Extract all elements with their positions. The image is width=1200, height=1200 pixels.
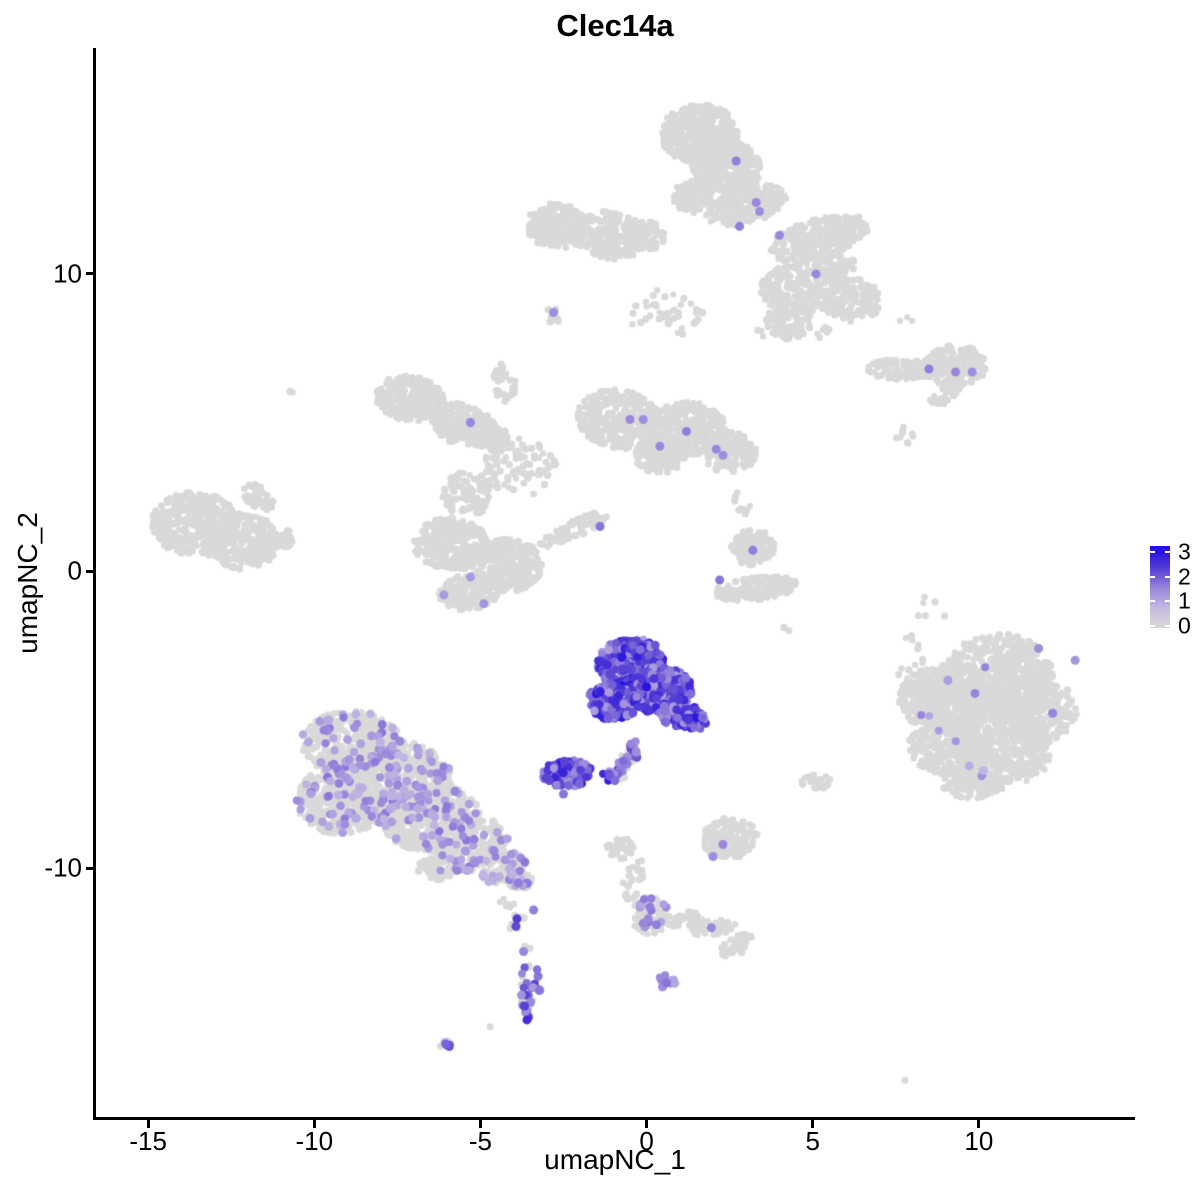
legend-tick-label: 2 bbox=[1178, 563, 1191, 590]
legend-tick-label: 0 bbox=[1178, 612, 1191, 638]
y-tick-mark bbox=[86, 569, 94, 573]
x-tick-mark bbox=[977, 1120, 981, 1128]
legend-tick-mark bbox=[1165, 551, 1170, 554]
x-tick-label: 5 bbox=[805, 1126, 820, 1156]
x-tick-label: -15 bbox=[129, 1126, 167, 1156]
legend-tick-mark bbox=[1150, 575, 1155, 578]
legend-tick-label: 3 bbox=[1178, 538, 1191, 565]
x-tick-label: 10 bbox=[964, 1126, 994, 1156]
y-tick-label: 0 bbox=[67, 555, 82, 586]
plot-title: Clec14a bbox=[556, 8, 674, 43]
x-tick-mark bbox=[645, 1120, 649, 1128]
x-tick-label: -5 bbox=[468, 1126, 492, 1156]
legend-tick-mark bbox=[1165, 624, 1170, 627]
x-axis-line bbox=[93, 1117, 1135, 1120]
legend-tick-label: 1 bbox=[1178, 587, 1191, 614]
legend-tick-mark bbox=[1150, 600, 1155, 603]
x-tick-mark bbox=[312, 1120, 316, 1128]
y-tick-label: 10 bbox=[53, 258, 82, 289]
y-axis-line bbox=[93, 48, 96, 1120]
legend-tick-mark bbox=[1150, 624, 1155, 627]
y-axis-label: umapNC_2 bbox=[12, 512, 43, 654]
x-tick-mark bbox=[478, 1120, 482, 1128]
x-tick-label: -10 bbox=[295, 1126, 334, 1156]
y-tick-mark bbox=[86, 272, 94, 276]
x-tick-mark bbox=[146, 1120, 150, 1128]
x-tick-label: 0 bbox=[639, 1126, 654, 1156]
legend-tick-mark bbox=[1165, 600, 1170, 603]
legend-gradient-bar bbox=[1150, 546, 1170, 628]
x-tick-mark bbox=[811, 1120, 815, 1128]
y-tick-mark bbox=[86, 866, 94, 870]
legend-tick-mark bbox=[1150, 551, 1155, 554]
x-axis-label: umapNC_1 bbox=[544, 1144, 686, 1175]
y-tick-label: -10 bbox=[44, 852, 82, 883]
legend-tick-mark bbox=[1165, 575, 1170, 578]
